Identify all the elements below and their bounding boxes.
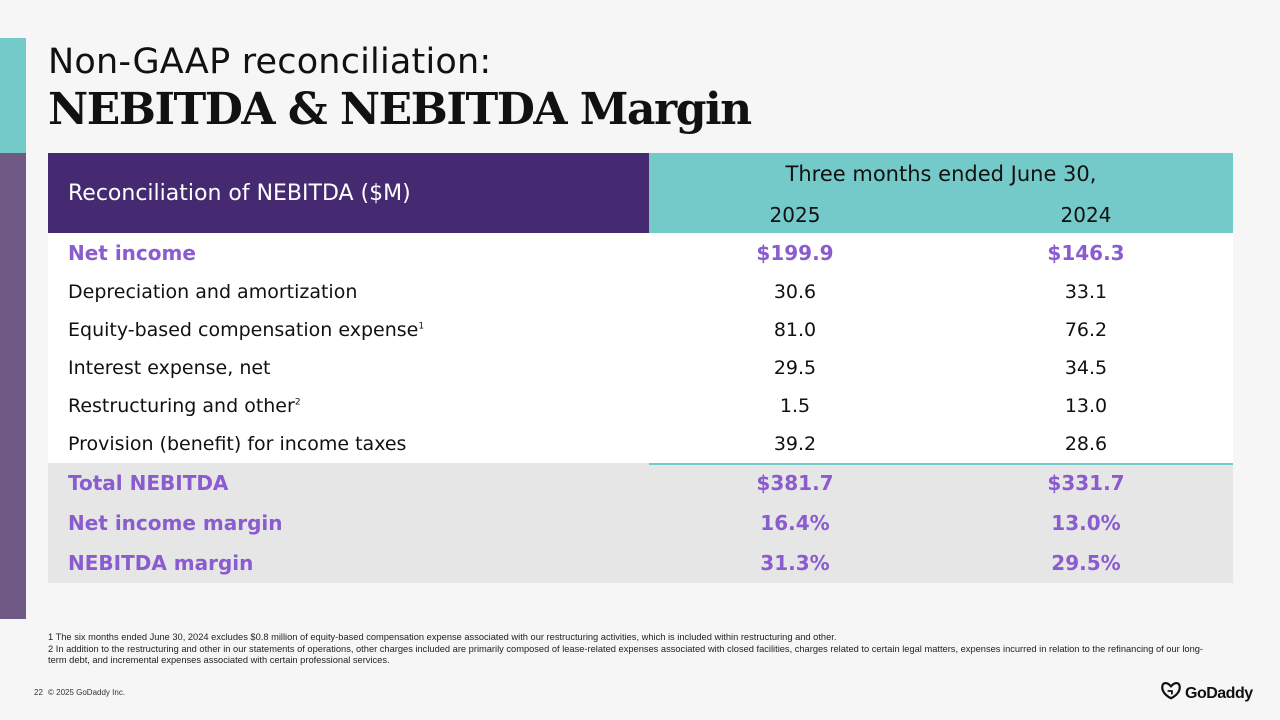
row-value-2024: $146.3 bbox=[1047, 241, 1125, 265]
table-row-depreciation: Depreciation and amortization 30.6 33.1 bbox=[48, 273, 1233, 311]
row-label: Net income bbox=[68, 241, 196, 265]
row-value-2024: 13.0 bbox=[1064, 395, 1108, 417]
table-row-income-taxes: Provision (benefit) for income taxes 39.… bbox=[48, 425, 1233, 463]
table-row-net-income: Net income $199.9 $146.3 bbox=[48, 233, 1233, 273]
row-value-2025: 16.4% bbox=[760, 511, 830, 535]
logo-text: GoDaddy bbox=[1185, 684, 1253, 702]
header-label-text: Reconciliation of NEBITDA ($M) bbox=[68, 180, 411, 206]
row-label-wrap: Restructuring and other2 bbox=[68, 387, 301, 425]
accent-bar-purple bbox=[0, 153, 26, 619]
table-header-label: Reconciliation of NEBITDA ($M) bbox=[48, 153, 649, 233]
table-body: Net income $199.9 $146.3 Depreciation an… bbox=[48, 233, 1233, 463]
row-value-2025: 1.5 bbox=[779, 395, 811, 417]
row-label: NEBITDA margin bbox=[68, 551, 254, 575]
row-value-2024: 28.6 bbox=[1064, 433, 1108, 455]
row-label: Provision (benefit) for income taxes bbox=[68, 433, 407, 455]
footnote-ref-2: 2 bbox=[294, 397, 301, 408]
table-header-period: Three months ended June 30, 2025 2024 bbox=[649, 153, 1233, 233]
year-column-2024: 2024 bbox=[1060, 203, 1112, 227]
footnote-2: 2 In addition to the restructuring and o… bbox=[48, 643, 1204, 666]
table-row-interest-expense: Interest expense, net 29.5 34.5 bbox=[48, 349, 1233, 387]
table-row-total-nebitda: Total NEBITDA $381.7 $331.7 bbox=[48, 463, 1233, 503]
table-header: Reconciliation of NEBITDA ($M) Three mon… bbox=[48, 153, 1233, 233]
table-row-equity-compensation: Equity-based compensation expense1 81.0 … bbox=[48, 311, 1233, 349]
row-value-2025: 39.2 bbox=[773, 433, 817, 455]
period-label: Three months ended June 30, bbox=[785, 162, 1097, 186]
row-value-2024: 33.1 bbox=[1064, 281, 1108, 303]
footnotes: 1 The six months ended June 30, 2024 exc… bbox=[48, 632, 1218, 667]
copyright: © 2025 GoDaddy Inc. bbox=[48, 688, 126, 697]
row-value-2025: 31.3% bbox=[760, 551, 830, 575]
table-row-restructuring: Restructuring and other2 1.5 13.0 bbox=[48, 387, 1233, 425]
summary-divider bbox=[649, 463, 1233, 465]
footnote-1: 1 The six months ended June 30, 2024 exc… bbox=[48, 632, 837, 642]
godaddy-logo-icon bbox=[1160, 681, 1182, 706]
row-value-2025: $381.7 bbox=[756, 471, 834, 495]
page-title-line2: NEBITDA & NEBITDA Margin bbox=[48, 84, 752, 135]
table-row-net-income-margin: Net income margin 16.4% 13.0% bbox=[48, 503, 1233, 543]
row-label-wrap: Equity-based compensation expense1 bbox=[68, 311, 424, 349]
row-label: Total NEBITDA bbox=[68, 471, 229, 495]
table-summary: Total NEBITDA $381.7 $331.7 Net income m… bbox=[48, 463, 1233, 583]
page-number: 22 bbox=[34, 688, 43, 697]
accent-bar-teal bbox=[0, 38, 26, 153]
row-label: Net income margin bbox=[68, 511, 283, 535]
row-value-2024: 29.5% bbox=[1051, 551, 1121, 575]
row-value-2024: 13.0% bbox=[1051, 511, 1121, 535]
row-label: Interest expense, net bbox=[68, 357, 271, 379]
row-value-2025: $199.9 bbox=[756, 241, 834, 265]
row-label: Restructuring and other bbox=[68, 395, 295, 417]
row-value-2025: 81.0 bbox=[773, 319, 817, 341]
row-label: Depreciation and amortization bbox=[68, 281, 358, 303]
footnote-ref-1: 1 bbox=[418, 321, 425, 332]
page-title-line1: Non-GAAP reconciliation: bbox=[48, 42, 492, 82]
godaddy-logo: GoDaddy bbox=[1160, 681, 1253, 706]
row-value-2025: 29.5 bbox=[773, 357, 817, 379]
row-value-2024: $331.7 bbox=[1047, 471, 1125, 495]
table-row-nebitda-margin: NEBITDA margin 31.3% 29.5% bbox=[48, 543, 1233, 583]
row-value-2024: 76.2 bbox=[1064, 319, 1108, 341]
row-label: Equity-based compensation expense bbox=[68, 319, 419, 341]
year-column-2025: 2025 bbox=[769, 203, 821, 227]
reconciliation-table: Reconciliation of NEBITDA ($M) Three mon… bbox=[48, 153, 1233, 583]
row-value-2024: 34.5 bbox=[1064, 357, 1108, 379]
row-value-2025: 30.6 bbox=[773, 281, 817, 303]
